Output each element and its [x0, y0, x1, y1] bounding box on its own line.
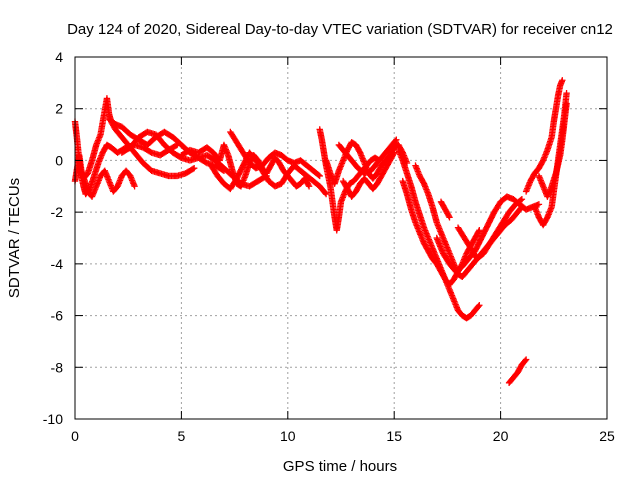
data-point-fill	[475, 303, 482, 310]
y-tick-label: -8	[51, 359, 64, 375]
data-points	[71, 77, 570, 386]
data-point	[522, 356, 530, 363]
data-point-fill	[392, 137, 399, 145]
x-tick-label: 25	[599, 428, 615, 444]
y-tick-label: 2	[55, 101, 63, 117]
data-point	[563, 100, 570, 107]
series-sat-l	[335, 136, 400, 177]
ticks	[74, 56, 608, 420]
y-tick-label: -4	[51, 256, 64, 272]
x-tick-label: 20	[493, 428, 509, 444]
x-tick-label: 15	[386, 428, 402, 444]
y-axis-label: SDTVAR / TECUs	[6, 178, 23, 298]
data-point	[131, 183, 138, 190]
series-sat-s	[505, 356, 530, 386]
series-sat-t	[522, 77, 566, 195]
series-sat-k	[339, 149, 398, 200]
y-tick-label: -10	[43, 411, 63, 427]
series-sat-v	[535, 100, 570, 200]
series-sat-r	[454, 196, 526, 262]
data-point	[476, 227, 483, 234]
y-tick-label: -2	[51, 204, 64, 220]
data-point	[563, 90, 570, 97]
data-point-fill	[172, 142, 180, 149]
data-point	[476, 302, 483, 309]
y-tick-label: 0	[55, 152, 63, 168]
plot-frame	[74, 56, 608, 420]
x-axis-label: GPS time / hours	[283, 458, 397, 475]
data-point	[190, 164, 198, 172]
data-point	[391, 149, 398, 156]
x-tick-labels: 0 5 10 15 20 25	[71, 428, 615, 444]
data-point-fill	[390, 150, 397, 158]
data-point	[518, 196, 526, 203]
x-tick-label: 10	[280, 428, 296, 444]
data-point	[446, 214, 453, 221]
data-point	[393, 136, 400, 143]
data-point-fill	[189, 165, 197, 173]
data-point-fill	[321, 189, 329, 197]
y-tick-label: 4	[55, 49, 63, 65]
series-sat-q	[437, 198, 453, 221]
data-point	[535, 201, 543, 208]
series-sat-p	[433, 193, 543, 275]
data-point-fill	[522, 357, 529, 364]
data-point-fill	[315, 171, 322, 179]
y-tick-label: -6	[51, 308, 64, 324]
data-point	[559, 77, 566, 84]
data-point-fill	[517, 196, 525, 204]
x-tick-label: 0	[71, 428, 79, 444]
grid	[75, 57, 607, 419]
data-point-fill	[305, 181, 312, 189]
series-sat-g	[207, 149, 330, 198]
x-tick-label: 5	[178, 428, 186, 444]
data-point-fill	[475, 228, 482, 235]
chart-title: Day 124 of 2020, Sidereal Day-to-day VTE…	[67, 21, 613, 38]
data-point-fill	[445, 212, 453, 220]
data-point	[316, 172, 323, 180]
data-point	[305, 183, 313, 190]
y-tick-labels: -10 -8 -6 -4 -2 0 2 4	[43, 49, 63, 427]
series-sat-h	[227, 128, 323, 180]
